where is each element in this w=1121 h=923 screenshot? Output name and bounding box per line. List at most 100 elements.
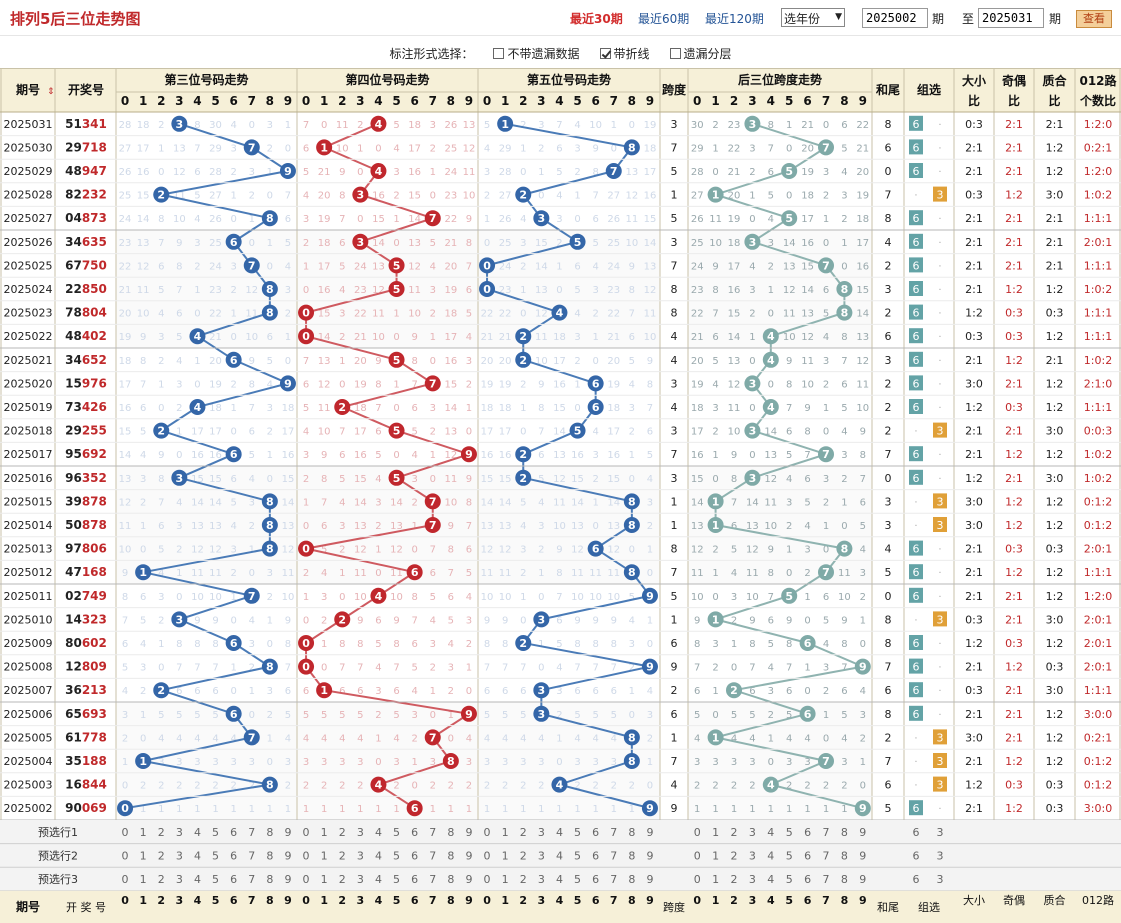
miss-value: 3 [574, 757, 580, 768]
span-digit-9: 9 [859, 94, 867, 108]
option-polyline[interactable]: 带折线 [586, 45, 650, 62]
checkbox-no-miss[interactable] [493, 47, 505, 59]
miss-value: 1 [731, 639, 737, 650]
footer-digit: 3 [357, 894, 365, 907]
miss-value: 9 [140, 332, 146, 343]
band-shade [116, 230, 297, 254]
miss-value: 9 [357, 615, 363, 626]
miss-value: 13 [354, 521, 367, 532]
preselect-digit: 1 [712, 826, 719, 839]
miss-value: 15 [644, 214, 657, 225]
miss-value: 0 [230, 615, 236, 626]
row-road: 0:1:2 [1084, 779, 1112, 792]
miss-value: 2 [176, 403, 182, 414]
preselect-digit: 7 [610, 873, 617, 886]
miss-value: 10 [408, 309, 421, 320]
option-miss-layer[interactable]: 遗漏分层 [656, 45, 732, 62]
zhi-label: 至 [962, 12, 975, 26]
ball-1 [370, 163, 387, 179]
year-select[interactable]: 选年份 ▼ [781, 8, 845, 27]
ball-0 [189, 328, 206, 345]
view-button[interactable]: 查看 [1076, 10, 1112, 28]
miss-value: 1 [712, 143, 718, 154]
miss-value: 1 [860, 757, 866, 768]
miss-value: 2 [158, 781, 164, 792]
miss-value: 3 [538, 521, 544, 532]
miss-value: 7 [249, 403, 255, 414]
miss-value: 1 [520, 592, 526, 603]
miss-value: 6 [749, 686, 755, 697]
ball-number: 8 [628, 731, 636, 744]
miss-value: 7 [749, 663, 755, 674]
miss-value: 16 [499, 450, 512, 461]
miss-value: 18 [801, 191, 814, 202]
ball-number: 7 [429, 731, 437, 744]
ball-number: 2 [157, 684, 165, 697]
miss-value: 5 [430, 238, 436, 249]
range-link-60[interactable]: 最近60期 [638, 12, 690, 26]
footer-digit: 9 [646, 894, 654, 907]
miss-value: 1 [194, 285, 200, 296]
band-shade [116, 489, 297, 514]
group-6-badge [909, 705, 923, 721]
miss-value: 1 [647, 757, 653, 768]
miss-value: 3 [841, 450, 847, 461]
ball-3 [818, 564, 834, 581]
band-shade [478, 253, 660, 278]
range-link-30[interactable]: 最近30期 [570, 12, 623, 26]
miss-value: 22 [728, 143, 741, 154]
preselect-digit: 4 [194, 873, 201, 886]
ball-0 [243, 257, 260, 274]
row-draw: 29255 [65, 424, 107, 438]
preselect-digit: 0 [484, 849, 491, 862]
to-issue-input[interactable] [978, 8, 1044, 28]
miss-value: 8 [574, 639, 580, 650]
miss-value: 7 [860, 474, 866, 485]
miss-value: 13 [553, 450, 566, 461]
miss-value: 0 [194, 379, 200, 390]
miss-value: 6 [556, 143, 562, 154]
miss-value: 4 [321, 733, 327, 744]
miss-value: 0 [712, 710, 718, 721]
miss-value: 0 [768, 379, 774, 390]
miss-value: 9 [339, 167, 345, 178]
checkbox-polyline[interactable] [599, 47, 611, 59]
ball-number: 0 [302, 543, 310, 556]
range-link-120[interactable]: 最近120期 [705, 12, 764, 26]
miss-value: 7 [538, 427, 544, 438]
miss-value: 0 [786, 191, 792, 202]
preselect-digit: 5 [212, 873, 219, 886]
miss-value: 6 [592, 214, 598, 225]
miss-value: 20 [691, 356, 704, 367]
option-no-miss[interactable]: 不带遗漏数据 [479, 45, 580, 62]
miss-value: 6 [768, 167, 774, 178]
miss-value: 5 [339, 261, 345, 272]
ball-2 [515, 186, 532, 203]
ball-number: 2 [157, 425, 165, 438]
miss-value: 2 [647, 733, 653, 744]
ball-number: 8 [266, 307, 274, 320]
miss-value: 0 [140, 545, 146, 556]
miss-value: 10 [625, 238, 638, 249]
miss-value: 0 [393, 450, 399, 461]
miss-value: 0 [230, 214, 236, 225]
miss-value: 0 [267, 757, 273, 768]
miss-value: 5 [860, 521, 866, 532]
miss-value: 1 [230, 592, 236, 603]
checkbox-miss-layer[interactable] [669, 47, 681, 59]
miss-value: 4 [574, 120, 580, 131]
miss-value: 24 [691, 261, 704, 272]
miss-value: 6 [804, 474, 810, 485]
miss-value: 8 [647, 379, 653, 390]
miss-value: 4 [841, 167, 847, 178]
miss-value: 0 [267, 474, 273, 485]
miss-value: 4 [786, 474, 792, 485]
miss-value: 9 [466, 474, 472, 485]
miss-value: 5 [448, 615, 454, 626]
miss-value: 4 [430, 615, 436, 626]
from-issue-input[interactable] [862, 8, 928, 28]
miss-value: 0 [860, 639, 866, 650]
ball-number: 2 [519, 189, 527, 202]
row-issue: 2025006 [4, 708, 53, 721]
miss-value: 4 [448, 639, 454, 650]
